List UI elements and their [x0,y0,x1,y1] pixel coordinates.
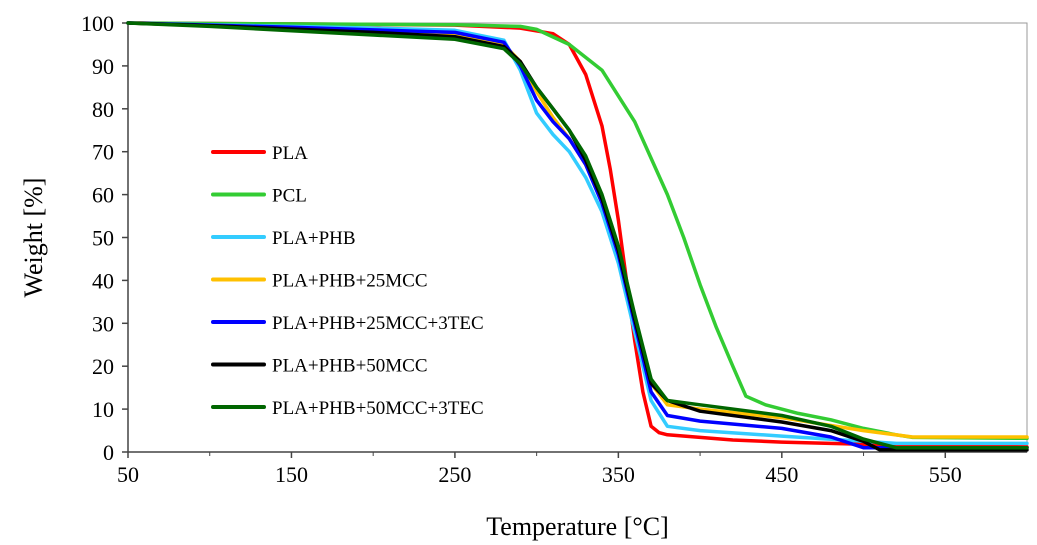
x-tick-label: 450 [765,462,798,487]
legend-label-pla-phb-50mcc: PLA+PHB+50MCC [272,356,428,377]
y-tick-label: 60 [92,183,114,208]
legend-label-pla-phb-25mcc-3tec: PLA+PHB+25MCC+3TEC [272,313,484,334]
y-tick-label: 90 [92,54,114,79]
series-line-pla-phb-50mcc-3tec [126,21,1029,450]
series-line-pla [126,21,1029,449]
y-tick-label: 30 [92,311,114,336]
legend-label-pla: PLA [272,143,308,164]
y-tick-label: 20 [92,354,114,379]
y-tick-label: 80 [92,97,114,122]
y-tick-label: 0 [103,440,114,465]
x-tick-label: 250 [438,462,471,487]
series-lines [126,21,1029,452]
legend: PLA PCL PLA+PHB PLA+PHB+25MCC PLA+PHB+25MCC+… [211,143,484,419]
axes: 50 150 250 350 450 550 0 10 20 30 40 50 60 70 80 90 100 [81,11,1027,487]
legend-label-pcl: PCL [272,186,307,207]
x-tick-label: 50 [117,462,139,487]
y-tick-label: 100 [81,11,114,36]
y-tick-label: 50 [92,226,114,251]
series-line-pla-phb [126,21,1029,446]
legend-label-pla-phb-50mcc-3tec: PLA+PHB+50MCC+3TEC [272,398,484,419]
x-axis-title: Temperature [°C] [486,512,669,541]
y-axis-title: Weight [%] [19,178,48,298]
legend-label-pla-phb: PLA+PHB [272,228,356,249]
x-tick-label: 550 [929,462,962,487]
y-tick-label: 40 [92,268,114,293]
series-line-pcl [126,21,1029,441]
y-tick-label: 70 [92,140,114,165]
y-tick-label: 10 [92,397,114,422]
x-tick-label: 350 [602,462,635,487]
series-line-pla-phb-25mcc [126,21,1029,439]
legend-label-pla-phb-25mcc: PLA+PHB+25MCC [272,271,428,292]
x-tick-label: 150 [275,462,308,487]
